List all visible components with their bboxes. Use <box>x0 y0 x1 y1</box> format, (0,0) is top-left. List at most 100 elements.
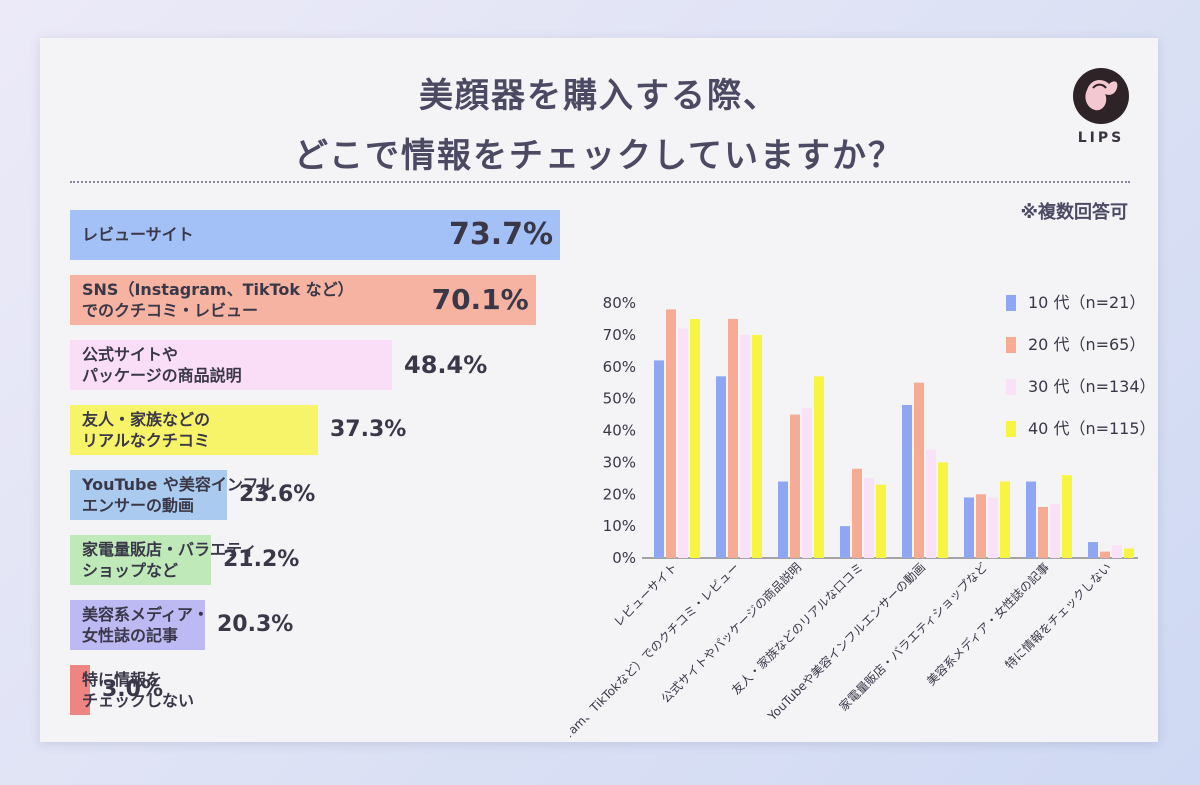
overall-bar-value: 3.0% <box>102 676 164 702</box>
overall-bar-label-line: チェックしない <box>82 691 195 710</box>
grouped-bar <box>814 376 824 558</box>
grouped-bar <box>666 309 676 558</box>
overall-bar <box>70 340 392 390</box>
dotted-divider <box>70 181 1130 183</box>
legend-swatch <box>1006 379 1016 395</box>
legend-swatch <box>1006 295 1016 311</box>
overall-bar-label: 家電量販店・バラエティ ショップなど <box>82 539 257 581</box>
y-tick-label: 70% <box>603 326 636 344</box>
grouped-bar <box>752 334 762 558</box>
grouped-bar <box>1088 542 1098 558</box>
logo-text: LIPS <box>1077 130 1125 146</box>
grouped-bar <box>778 481 788 558</box>
legend-label: 10 代（n=21） <box>1028 293 1145 312</box>
grouped-bar <box>1038 507 1048 558</box>
grouped-bar <box>976 494 986 558</box>
y-tick-label: 10% <box>603 517 636 535</box>
overall-bar-label-line: 女性誌の記事 <box>82 626 179 645</box>
x-category-label: 美容系メディア・女性誌の記事 <box>923 560 1052 689</box>
overall-bar-label: 美容系メディア・ 女性誌の記事 <box>82 604 209 646</box>
y-tick-label: 40% <box>603 422 636 440</box>
grouped-bar <box>1100 551 1110 558</box>
x-category-label: レビューサイト <box>611 560 680 629</box>
y-tick-label: 0% <box>612 549 636 567</box>
overall-bar-label-line: ショップなど <box>82 561 179 580</box>
overall-bar-label-line: リアルなクチコミ <box>82 431 210 450</box>
grouped-bar <box>740 334 750 558</box>
overall-bar <box>70 665 90 715</box>
age-group-bar-chart: 0%10%20%30%40%50%60%70%80%レビューサイトSNS（Ins… <box>570 293 1150 738</box>
overall-bar-label-line: 家電量販店・バラエティ <box>82 540 258 559</box>
grouped-bar <box>852 468 862 558</box>
overall-bar-value: 21.2% <box>223 546 300 572</box>
overall-bar-label-line: 友人・家族などの <box>82 410 211 429</box>
title-line-2: どこで情報をチェックしていますか？ <box>294 136 904 176</box>
y-tick-label: 60% <box>603 358 636 376</box>
overall-bar-label-line: エンサーの動画 <box>82 496 195 515</box>
grouped-bar <box>654 360 664 558</box>
grouped-bar <box>902 405 912 558</box>
overall-bar-label: YouTube や美容インフル エンサーの動画 <box>82 474 274 516</box>
grouped-bar <box>790 414 800 558</box>
y-tick-label: 80% <box>603 294 636 312</box>
overall-bar-label: レビューサイト <box>82 225 194 244</box>
overall-bar <box>70 600 205 650</box>
title-line-1: 美顔器を購入する際、 <box>419 76 779 116</box>
overall-bar-label-line: SNS（Instagram、TikTok など） <box>82 280 354 299</box>
overall-bar-label-line: でのクチコミ・レビュー <box>82 301 259 320</box>
overall-bar-value: 20.3% <box>217 611 294 637</box>
grouped-bar <box>840 526 850 558</box>
grouped-bar <box>1050 503 1060 558</box>
y-tick-label: 20% <box>603 485 636 503</box>
grouped-bar <box>678 328 688 558</box>
grouped-bar <box>802 408 812 558</box>
grouped-bar <box>1026 481 1036 558</box>
grouped-bar <box>728 318 738 558</box>
overall-bar <box>70 210 560 260</box>
overall-bar-label-line: YouTube や美容インフル <box>82 475 275 494</box>
x-category-label: 公式サイトやパッケージの商品説明 <box>658 560 804 706</box>
legend-label: 20 代（n=65） <box>1028 335 1145 354</box>
legend-label: 40 代（n=115） <box>1028 419 1150 438</box>
grouped-bar <box>938 462 948 558</box>
grouped-bar <box>876 484 886 558</box>
grouped-bar <box>1124 548 1134 558</box>
grouped-bar <box>1112 545 1122 558</box>
overall-bar <box>70 275 536 325</box>
overall-bar <box>70 405 318 455</box>
legend-swatch <box>1006 421 1016 437</box>
overall-bar-value: 73.7% <box>449 217 554 252</box>
overall-bar <box>70 470 227 520</box>
overall-bar-label-line: 美容系メディア・ <box>82 605 209 624</box>
y-tick-label: 50% <box>603 390 636 408</box>
legend-label: 30 代（n=134） <box>1028 377 1150 396</box>
overall-bar-label-line: 公式サイトや <box>82 345 179 364</box>
overall-bar-label: 友人・家族などの リアルなクチコミ <box>82 409 210 451</box>
lips-logo-icon <box>1073 68 1129 124</box>
legend-swatch <box>1006 337 1016 353</box>
x-category-label: 友人・家族などのリアルな口コミ <box>728 560 866 698</box>
grouped-bar <box>1062 475 1072 558</box>
overall-bar <box>70 535 211 585</box>
overall-bar-value: 48.4% <box>404 350 488 379</box>
grouped-bar <box>926 449 936 558</box>
grouped-bar <box>964 497 974 558</box>
grouped-bar <box>864 478 874 558</box>
y-tick-label: 30% <box>603 453 636 471</box>
overall-bar-value: 37.3% <box>330 416 407 442</box>
infographic-card: 美顔器を購入する際、 どこで情報をチェックしていますか？ LIPS ※複数回答可… <box>40 38 1158 742</box>
multiple-answer-note: ※複数回答可 <box>1020 202 1129 223</box>
overall-bar-label-line: 特に情報を <box>82 670 163 689</box>
grouped-bar <box>690 318 700 558</box>
grouped-bar <box>1000 481 1010 558</box>
overall-bar-label: 公式サイトやパッケージの商品説明 <box>82 344 242 386</box>
grouped-bar <box>716 376 726 558</box>
overall-bar-label: SNS（Instagram、TikTok など） でのクチコミ・レビュー <box>82 279 354 321</box>
overall-bar-value: 23.6% <box>239 481 316 507</box>
overall-bar-value: 70.1% <box>431 283 529 317</box>
overall-bar-label: 特に情報をチェックしない <box>82 669 194 711</box>
grouped-bar <box>988 497 998 558</box>
grouped-bar <box>914 382 924 558</box>
overall-bar-label-line: パッケージの商品説明 <box>82 366 242 385</box>
x-category-label: 特に情報をチェックしない <box>1002 560 1114 672</box>
